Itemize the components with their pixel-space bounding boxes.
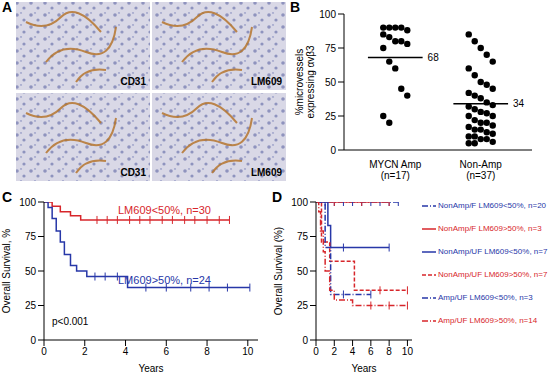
svg-text:CD31: CD31 <box>120 167 146 178</box>
html-text:Amp/UF LM609<50%, n=3: Amp/UF LM609<50%, n=3 <box>438 293 533 302</box>
svg-text:6: 6 <box>368 346 374 357</box>
svg-text:%microvesselsexpressing αvβ3: %microvesselsexpressing αvβ3 <box>294 45 316 119</box>
html-text:NonAmp/F LM609<50%, n=20: NonAmp/F LM609<50%, n=20 <box>438 201 547 210</box>
svg-text:0: 0 <box>302 335 308 346</box>
svg-text:75: 75 <box>297 231 309 242</box>
svg-text:100: 100 <box>319 9 336 20</box>
svg-text:50: 50 <box>297 266 309 277</box>
svg-text:68: 68 <box>428 52 440 63</box>
html-text:p<0.001: p<0.001 <box>52 316 89 327</box>
svg-text:100: 100 <box>19 197 36 208</box>
svg-text:75: 75 <box>325 43 337 54</box>
html-text:NonAmp/UF LM609<50%, n=7: NonAmp/UF LM609<50%, n=7 <box>438 247 548 256</box>
svg-text:50: 50 <box>325 77 337 88</box>
html-text:C: C <box>2 189 13 205</box>
svg-text:Years: Years <box>138 363 163 374</box>
svg-text:0: 0 <box>30 335 36 346</box>
svg-text:0: 0 <box>313 346 319 357</box>
svg-text:2: 2 <box>332 346 338 357</box>
svg-text:25: 25 <box>25 300 37 311</box>
svg-text:8: 8 <box>386 346 392 357</box>
svg-text:4: 4 <box>350 346 356 357</box>
html-text:Amp/UF LM609>50%, n=14: Amp/UF LM609>50%, n=14 <box>438 316 538 325</box>
svg-text:Non-Amp(n=37): Non-Amp(n=37) <box>460 159 503 181</box>
svg-text:25: 25 <box>325 111 337 122</box>
html-text:LM609>50%, n=24: LM609>50%, n=24 <box>118 274 211 286</box>
svg-text:2: 2 <box>82 346 88 357</box>
html-text:D: D <box>272 189 283 205</box>
svg-text:25: 25 <box>297 300 309 311</box>
svg-text:MYCN Amp(n=17): MYCN Amp(n=17) <box>369 159 422 181</box>
html-text:B: B <box>290 0 301 15</box>
html-text:A: A <box>2 0 13 15</box>
svg-text:75: 75 <box>25 231 37 242</box>
svg-text:Overall Survival (%): Overall Survival (%) <box>273 227 284 315</box>
html-text:LM609<50%, n=30: LM609<50%, n=30 <box>118 204 211 216</box>
html-text:NonAmp/UF LM609>50%, n=7: NonAmp/UF LM609>50%, n=7 <box>438 270 548 279</box>
svg-text:100: 100 <box>291 197 308 208</box>
svg-text:10: 10 <box>242 346 254 357</box>
svg-text:LM609: LM609 <box>251 167 283 178</box>
svg-text:Overall Survival, %: Overall Survival, % <box>1 229 12 314</box>
svg-text:8: 8 <box>204 346 210 357</box>
svg-text:4: 4 <box>123 346 129 357</box>
svg-text:0: 0 <box>41 346 47 357</box>
html-text:NonAmp/F LM609>50%, n=3: NonAmp/F LM609>50%, n=3 <box>438 224 542 233</box>
svg-text:50: 50 <box>25 266 37 277</box>
svg-text:Years: Years <box>351 363 376 374</box>
svg-text:0: 0 <box>330 145 336 156</box>
svg-text:34: 34 <box>513 98 525 109</box>
svg-text:LM609: LM609 <box>251 76 283 87</box>
svg-text:6: 6 <box>164 346 170 357</box>
svg-text:CD31: CD31 <box>120 76 146 87</box>
svg-text:10: 10 <box>402 346 414 357</box>
